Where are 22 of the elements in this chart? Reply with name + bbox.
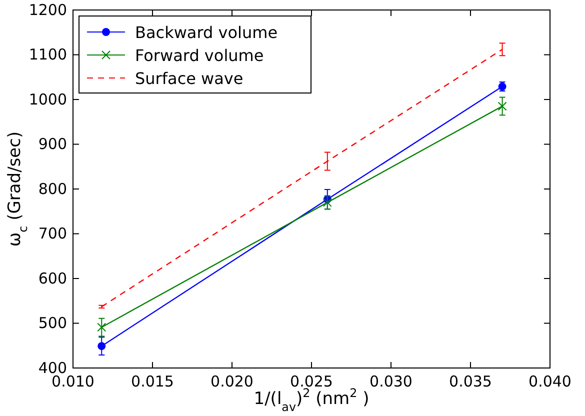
point: [97, 322, 106, 332]
y-tick-label: 900: [38, 135, 67, 154]
y-tick-label: 600: [38, 269, 67, 288]
x-axis-title: 1/(l$_{av}$)$^{2}$ (nm$^{2}$ ): [254, 386, 370, 414]
x-tick-label: 0.015: [131, 372, 174, 391]
y-tick-label: 500: [38, 314, 67, 332]
y-tick-label: 800: [38, 180, 67, 198]
x-tick-label: 0.040: [528, 372, 572, 391]
legend-label: Forward volume: [135, 46, 264, 65]
y-tick-label: 1000: [28, 90, 67, 108]
x-tick-label: 0.035: [449, 372, 492, 391]
point: [498, 102, 507, 111]
x-tick-label: 0.010: [52, 372, 94, 391]
y-tick-label: 700: [38, 224, 67, 243]
point: [98, 342, 106, 350]
y-tick-label: 1100: [28, 46, 67, 64]
legend-label: Surface wave: [135, 69, 244, 88]
point: [322, 198, 332, 207]
x-tick-label: 0.030: [370, 372, 412, 391]
legend-label: Backward volume: [135, 23, 278, 42]
y-tick-label: 1200: [28, 0, 67, 19]
x-tick-label: 0.020: [210, 372, 254, 391]
